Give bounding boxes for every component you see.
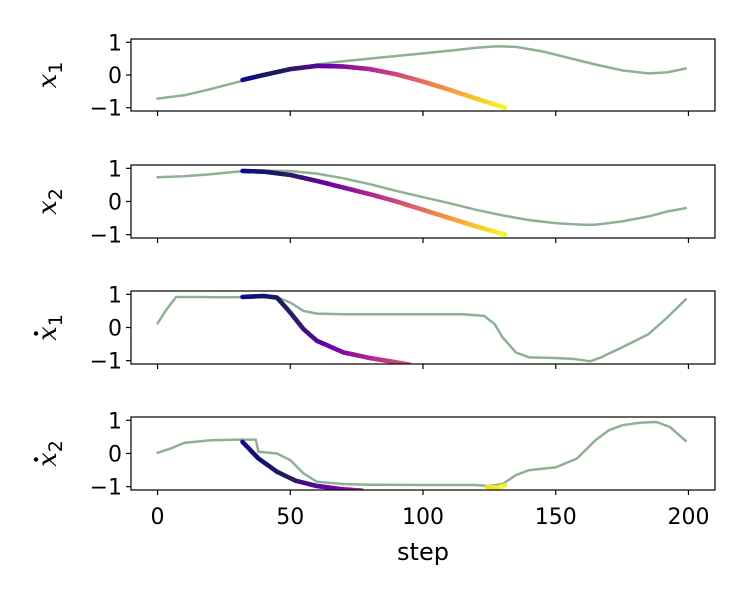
subplot-1: 10−1x1: [33, 31, 716, 122]
y-tick-label: −1: [90, 476, 122, 501]
y-axis-label-dot: [33, 331, 39, 336]
prediction-line: [240, 63, 508, 110]
y-tick-label: 0: [108, 317, 122, 342]
y-axis-label-sub: 1: [45, 62, 67, 74]
y-axis-label-main: x: [33, 200, 63, 215]
axes-frame: [130, 416, 716, 491]
y-axis-label-sub: 2: [45, 440, 67, 452]
y-tick-label: 0: [108, 64, 122, 89]
plot-area: [156, 293, 688, 364]
x-tick-label: 0: [151, 505, 165, 530]
plot-area: [156, 168, 688, 237]
y-axis-label: x2: [33, 188, 67, 215]
x-tick-label: 50: [276, 505, 304, 530]
subplot-4: 1 0 −1 x2: [33, 409, 716, 501]
axes-frame: [130, 290, 716, 365]
prediction-segment: [500, 231, 508, 237]
y-axis-label-main: x: [33, 452, 63, 467]
y-tick-label: −1: [90, 224, 122, 249]
y-tick-label: 1: [108, 31, 122, 56]
y-axis-label-sub: 2: [45, 188, 67, 200]
x-tick-label: 200: [667, 505, 709, 530]
y-tick-label: 1: [108, 157, 122, 182]
prediction-segment: [501, 483, 508, 489]
subplot-3: 10−1x1: [33, 283, 716, 375]
y-tick-label: 1: [108, 283, 122, 308]
y-axis-label-sub: 1: [45, 314, 67, 326]
plot-area: [156, 44, 688, 110]
y-tick-label: 1: [108, 409, 122, 434]
plot-area: [156, 420, 688, 490]
axes-frame: [130, 38, 716, 112]
y-tick-label: 0: [108, 443, 122, 468]
x-axis-label: step: [397, 538, 449, 566]
y-tick-label: 0: [108, 191, 122, 216]
x-tick-label: 150: [535, 505, 577, 530]
y-axis-label: x1: [33, 314, 67, 341]
reference-line: [156, 169, 688, 226]
subplot-2: 1 0 −1 x2: [33, 157, 716, 249]
y-axis-label-main: x: [33, 73, 63, 88]
prediction-line: [240, 293, 412, 364]
y-axis-label: x1: [33, 62, 67, 89]
reference-line: [156, 44, 688, 100]
y-tick-label: −1: [90, 350, 122, 375]
y-axis-label-dot: [33, 457, 39, 462]
prediction-line: [240, 168, 508, 237]
x-tick-label: 100: [402, 505, 444, 530]
y-axis-label-main: x: [33, 326, 63, 341]
reference-line: [156, 420, 688, 488]
y-axis-label: x2: [33, 440, 67, 467]
prediction-line: [484, 483, 508, 490]
axes-frame: [130, 164, 716, 239]
y-tick-label: −1: [90, 97, 122, 122]
reference-line: [156, 295, 688, 363]
prediction-segment: [500, 104, 508, 110]
